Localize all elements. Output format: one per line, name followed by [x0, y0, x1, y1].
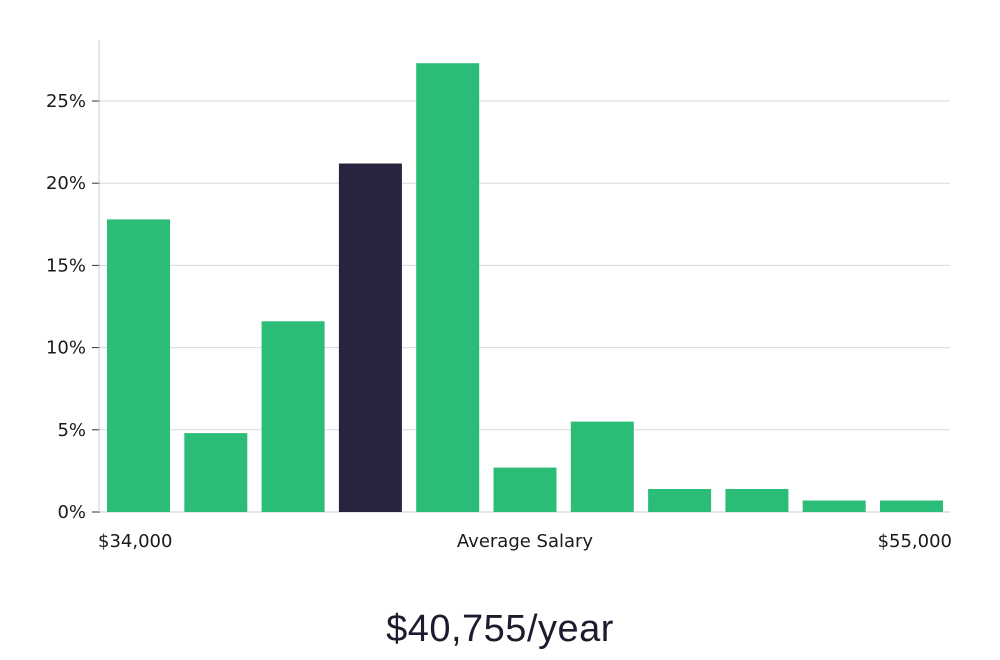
x-label-center: Average Salary [457, 531, 594, 552]
bar [802, 500, 866, 512]
average-salary-value: $40,755/year [386, 608, 614, 650]
y-tick-label: 20% [46, 173, 86, 194]
bar [493, 467, 557, 512]
y-tick-label: 10% [46, 338, 86, 359]
bar [416, 63, 480, 512]
y-tick-label: 0% [57, 502, 86, 523]
bar [107, 219, 170, 512]
y-tick-label: 25% [46, 91, 86, 112]
x-label-max: $55,000 [878, 531, 952, 552]
y-tick-label: 15% [46, 255, 86, 276]
bar [261, 321, 325, 512]
bars [107, 63, 943, 512]
bar [184, 433, 248, 512]
bar-highlighted [338, 163, 402, 512]
y-axis-ticks: 0% 5% 10% 15% 20% 25% [46, 91, 100, 523]
salary-distribution-chart: 0%5%10%15%20%25% $34,000 Average Salary … [46, 40, 952, 552]
bar [725, 489, 789, 512]
x-label-min: $34,000 [98, 531, 172, 552]
bar [880, 500, 943, 512]
bar [648, 489, 712, 512]
y-tick-label: 5% [57, 420, 86, 441]
bar [570, 421, 634, 512]
